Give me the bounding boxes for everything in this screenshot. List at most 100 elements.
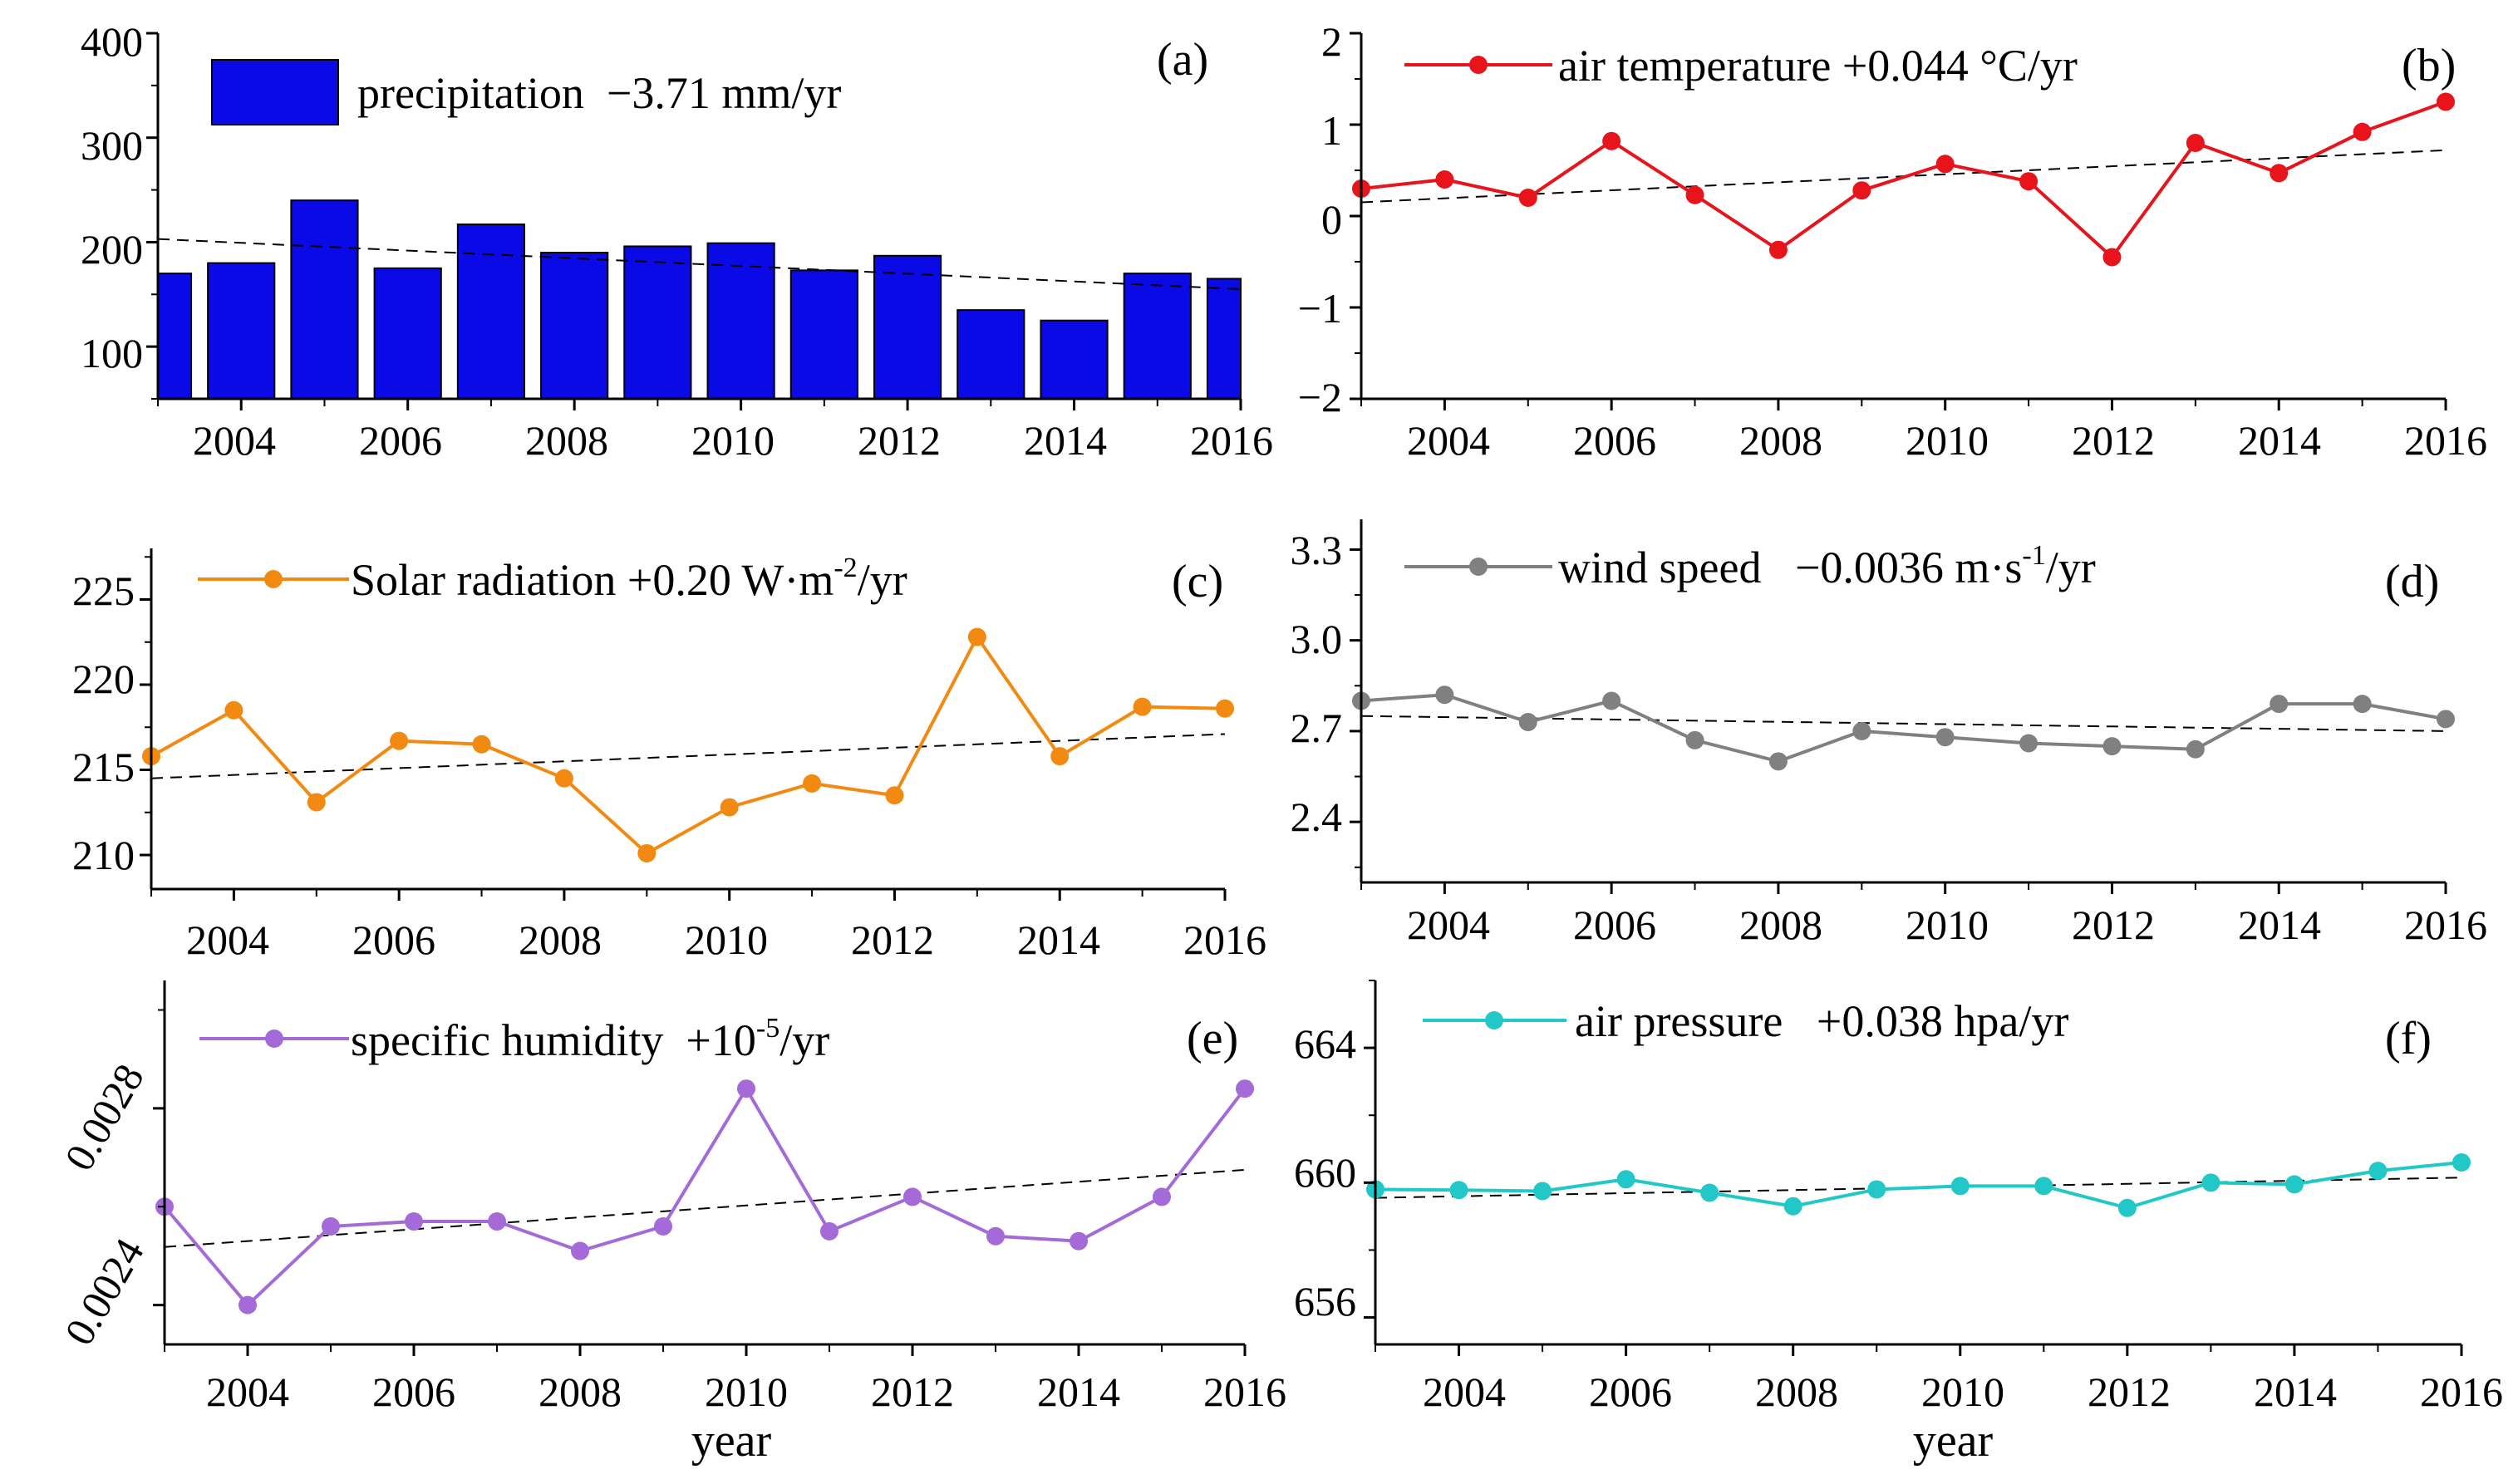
bar [873,254,942,400]
series-line [1375,1161,2462,1210]
x-axis-title: year [1913,1415,1994,1467]
legend-trend-unit: /yr [2046,543,2096,592]
legend-marker [1469,558,1488,576]
bar [706,242,775,400]
x-tick-label: 2010 [705,1369,788,1415]
data-point [820,1221,839,1241]
legend-superscript: -1 [2022,540,2045,571]
panel-c-y-tick-labels: 210 215 220 225 [72,568,135,878]
data-point [472,735,491,754]
x-tick-label: 2004 [206,1369,289,1415]
data-point [390,731,409,750]
panel-f-x-tick-labels: 2004 2006 2008 2010 2012 2014 2016 [1423,1369,2503,1415]
panel-f-y-tick-labels: 656 660 664 [1294,1020,1356,1324]
data-point [2270,695,2289,714]
y-tick-label: 210 [72,832,135,878]
legend-marker [1485,1011,1503,1029]
x-tick-label: 2014 [2254,1369,2337,1415]
data-point [2102,248,2122,267]
x-tick-label: 2016 [2420,1369,2503,1415]
series-line [150,635,1226,855]
y-tick-label: 225 [72,568,135,614]
panel-f-legend: air pressure +0.038 hpa/yr [1423,996,2068,1046]
panel-e-marks [155,1079,1254,1314]
bar [957,309,1025,400]
data-point [224,700,243,720]
y-tick-label: 0.0028 [56,1056,153,1178]
data-point [1616,1170,1635,1189]
data-point [1435,170,1454,189]
x-tick-label: 2004 [193,417,276,464]
x-tick-label: 2014 [1024,417,1107,464]
panel-c-legend: Solar radiation +0.20 W·m-2/yr [198,553,907,605]
panel-b-y-tick-labels: −2 −1 0 1 2 [1298,18,1342,420]
legend-trend: −3.71 mm/yr [607,68,841,118]
legend-trend: +0.044 °C/yr [1842,41,2078,91]
data-point [1050,747,1070,766]
panel-label: (d) [2385,556,2439,607]
legend-trend: −0.0036 m·s [1795,543,2022,592]
panel-d-x-tick-labels: 2004 2006 2008 2010 2012 2014 2016 [1407,902,2487,948]
data-point [1700,1183,1719,1202]
panel-e-x-tick-labels: 2004 2006 2008 2010 2012 2014 2016 [206,1369,1286,1415]
bar [789,269,858,400]
data-point [1602,691,1621,710]
bar [290,199,359,400]
x-tick-label: 2008 [519,916,602,963]
x-tick-label: 2006 [372,1369,455,1415]
x-tick-label: 2008 [1755,1369,1838,1415]
x-tick-label: 2012 [871,1369,954,1415]
series-line [1360,693,2447,764]
y-tick-label: 3.0 [1291,616,1343,662]
legend-name: air pressure [1575,996,1783,1046]
data-point [1449,1181,1468,1200]
data-point [1768,752,1788,771]
legend-trend-unit: /yr [858,555,907,605]
x-axis-title: year [691,1415,772,1467]
legend-trend: +10 [686,1015,755,1065]
data-point [239,1295,257,1314]
panel-label: (b) [2402,40,2456,91]
data-point [2437,92,2455,111]
panel-label: (f) [2385,1013,2432,1064]
panel-b-air-temperature: −2 −1 0 1 2 2004 2006 2008 2010 2012 201… [1298,18,2487,464]
x-tick-label: 2010 [685,916,768,963]
x-tick-label: 2014 [2238,902,2321,948]
panel-e-specific-humidity: 0.0024 0.0028 2004 2006 2008 2010 2012 2… [56,980,1286,1467]
panel-b-axes [1350,32,2447,410]
data-point [2452,1153,2471,1172]
panel-a-x-tick-labels: 2004 2006 2008 2010 2012 2014 2016 [193,417,1273,464]
panel-d-wind-speed: 2.4 2.7 3.0 3.3 2004 2006 2008 2010 2012… [1291,519,2487,948]
data-point [1133,697,1152,716]
x-tick-label: 2012 [858,417,941,464]
x-tick-label: 2008 [539,1369,622,1415]
data-point [803,774,822,793]
y-tick-label: 1 [1321,107,1342,154]
data-point [2284,1175,2304,1194]
bar [373,267,442,400]
y-tick-label: 664 [1294,1020,1356,1067]
legend-label: wind speed −0.0036 m·s-1/yr [1558,540,2096,592]
panel-label: (a) [1157,34,1208,86]
data-point [2034,1177,2053,1196]
data-point [1935,728,1955,747]
y-tick-label: −1 [1298,285,1342,332]
legend-marker [264,570,283,588]
y-tick-label: 400 [81,18,143,65]
data-point [967,627,986,646]
panel-d-axes [1350,519,2447,894]
bar [540,252,609,400]
data-point [322,1216,340,1236]
x-tick-label: 2006 [1589,1369,1672,1415]
bar [1040,319,1109,400]
panel-f-marks [1366,1153,2471,1217]
x-tick-label: 2014 [1017,916,1100,963]
panel-e-legend: specific humidity +10-5/yr [199,1013,829,1065]
panel-e-y-tick-labels: 0.0024 0.0028 [56,1056,153,1353]
y-tick-label: 300 [81,122,143,169]
data-point [1783,1197,1802,1216]
panel-a-precipitation: 100 200 300 400 2004 2006 2008 2010 2012… [81,18,1273,464]
y-tick-label: 0.0024 [56,1231,153,1353]
data-point [1852,181,1871,200]
